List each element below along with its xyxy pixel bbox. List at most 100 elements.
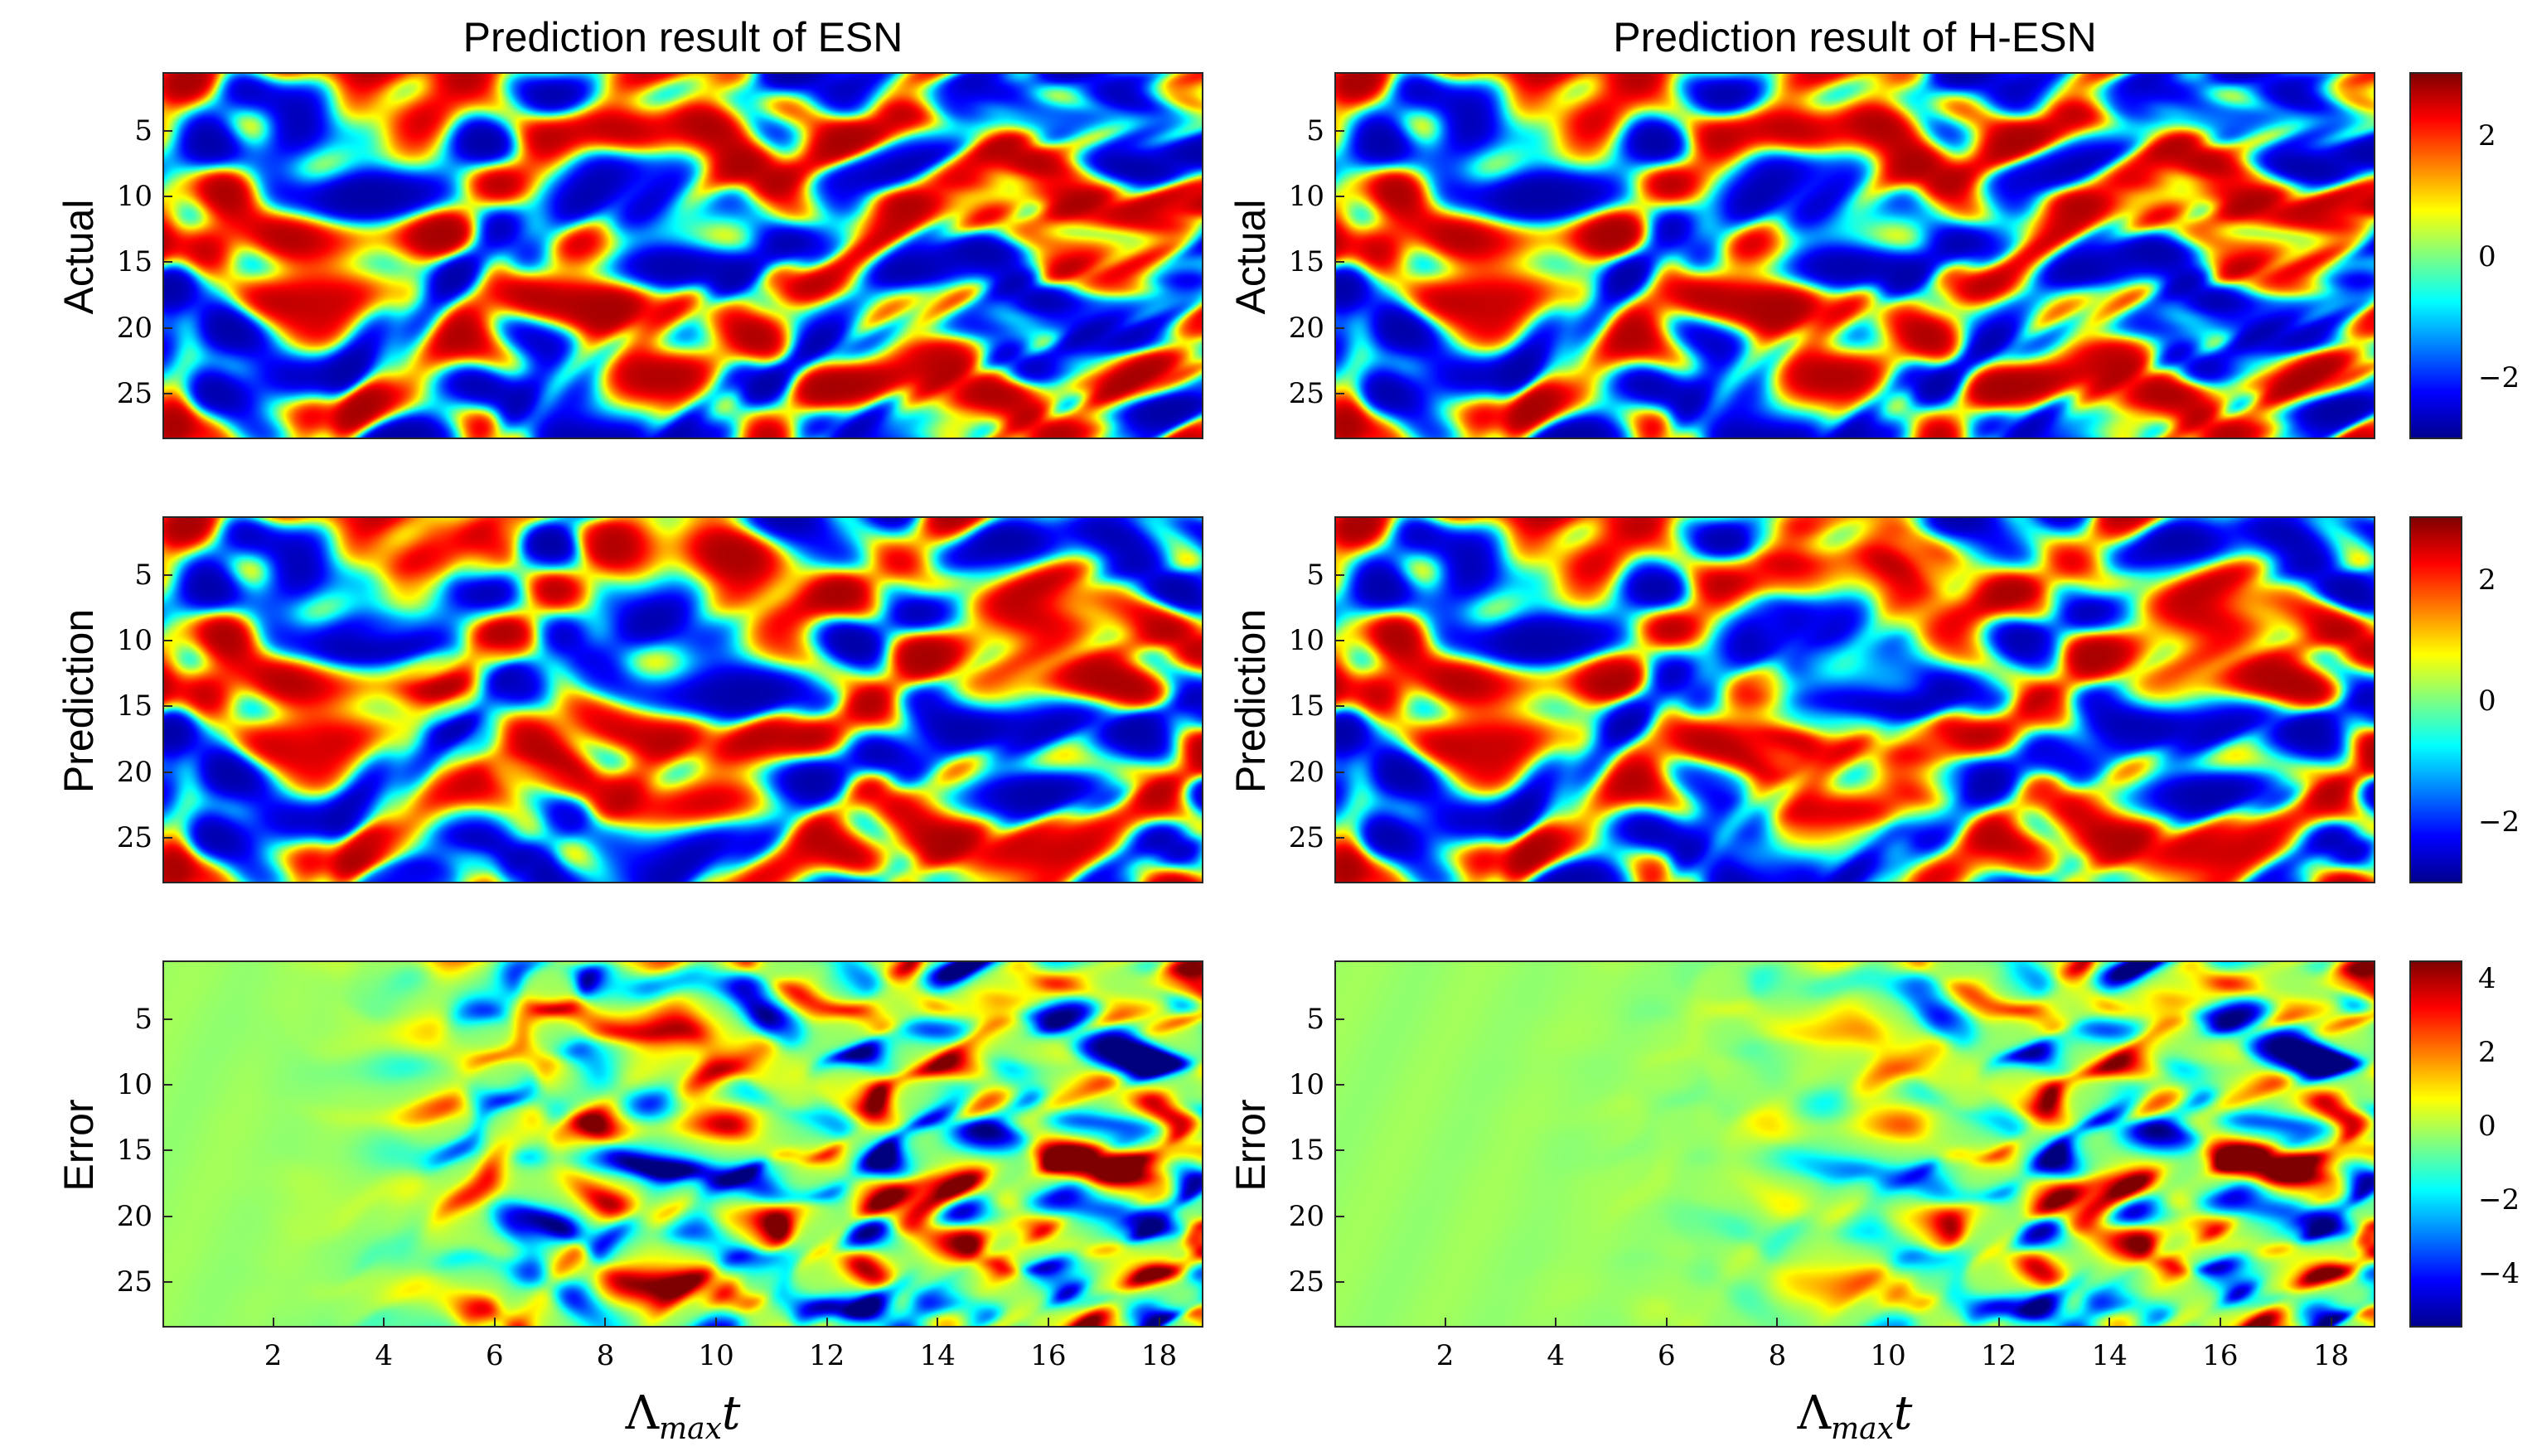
xtick-mark bbox=[1997, 1318, 2000, 1328]
ytick-mark bbox=[162, 392, 172, 394]
xtick-label: 14 bbox=[919, 1339, 956, 1372]
xtick-label: 8 bbox=[596, 1339, 615, 1372]
cbar-error-tick-neg2: −2 bbox=[2478, 1183, 2520, 1217]
ytick-label: 10 bbox=[116, 624, 153, 658]
ytick-label: 25 bbox=[116, 820, 153, 854]
ytick-mark bbox=[1334, 836, 1344, 839]
hesn-error-heatmap bbox=[1334, 960, 2375, 1328]
ytick-mark bbox=[1334, 130, 1344, 133]
ytick-label: 20 bbox=[1288, 311, 1324, 345]
ytick-label: 20 bbox=[116, 311, 153, 345]
ytick-label: 15 bbox=[116, 1134, 153, 1168]
ytick-mark bbox=[162, 705, 172, 708]
hesn-prediction-heatmap bbox=[1334, 516, 2375, 883]
cbar-actual-tick-2: 2 bbox=[2478, 119, 2496, 152]
ytick-mark bbox=[1334, 261, 1344, 264]
ytick-label: 25 bbox=[116, 1265, 153, 1299]
ytick-mark bbox=[162, 836, 172, 839]
ytick-label: 20 bbox=[1288, 755, 1324, 789]
ytick-mark bbox=[162, 1215, 172, 1217]
colorbar-prediction bbox=[2409, 516, 2462, 883]
esn-error-heatmap bbox=[162, 960, 1203, 1328]
ytick-mark bbox=[162, 130, 172, 133]
xtick-mark bbox=[383, 1318, 385, 1328]
cbar-error-tick-neg4: −4 bbox=[2478, 1257, 2520, 1290]
xtick-mark bbox=[1887, 1318, 1890, 1328]
xtick-label: 14 bbox=[2091, 1339, 2128, 1372]
ytick-label: 15 bbox=[116, 689, 153, 723]
ytick-label: 10 bbox=[1288, 180, 1324, 214]
xtick-mark bbox=[1047, 1318, 1049, 1328]
esn-prediction-heatmap bbox=[162, 516, 1203, 883]
xtick-mark bbox=[715, 1318, 718, 1328]
cbar-actual-tick-neg2: −2 bbox=[2478, 361, 2520, 394]
cbar-prediction-tick-neg2: −2 bbox=[2478, 805, 2520, 839]
ytick-mark bbox=[162, 1149, 172, 1152]
xtick-label: 2 bbox=[1435, 1339, 1455, 1372]
xtick-mark bbox=[937, 1318, 939, 1328]
xtick-label: 12 bbox=[809, 1339, 845, 1372]
xlabel-lambda: Λ bbox=[1797, 1386, 1832, 1440]
cbar-prediction-tick-2: 2 bbox=[2478, 564, 2496, 597]
ytick-mark bbox=[1334, 1215, 1344, 1217]
ytick-mark bbox=[162, 261, 172, 264]
ytick-mark bbox=[162, 771, 172, 773]
hesn-title: Prediction result of H-ESN bbox=[1613, 14, 2097, 60]
xtick-mark bbox=[493, 1318, 496, 1328]
ytick-label: 15 bbox=[1288, 1134, 1324, 1168]
ytick-mark bbox=[162, 327, 172, 329]
esn-actual-heatmap bbox=[162, 72, 1203, 439]
ytick-label: 25 bbox=[1288, 376, 1324, 410]
ytick-mark bbox=[1334, 640, 1344, 642]
ytick-label: 5 bbox=[134, 559, 153, 593]
ytick-label: 25 bbox=[1288, 820, 1324, 854]
xtick-mark bbox=[2219, 1318, 2221, 1328]
xtick-label: 4 bbox=[1547, 1339, 1566, 1372]
ytick-label: 20 bbox=[1288, 1199, 1324, 1233]
xtick-mark bbox=[2108, 1318, 2111, 1328]
hesn-xlabel: Λmaxt bbox=[1689, 1387, 2021, 1456]
ytick-mark bbox=[1334, 1280, 1344, 1283]
ytick-mark bbox=[1334, 196, 1344, 198]
cbar-error-tick-2: 2 bbox=[2478, 1036, 2496, 1069]
ytick-label: 25 bbox=[116, 376, 153, 410]
xtick-label: 12 bbox=[1981, 1339, 2017, 1372]
xtick-label: 18 bbox=[2312, 1339, 2350, 1372]
xtick-mark bbox=[1555, 1318, 1557, 1328]
xtick-label: 18 bbox=[1140, 1339, 1178, 1372]
esn-title: Prediction result of ESN bbox=[462, 14, 903, 60]
ytick-mark bbox=[162, 196, 172, 198]
xtick-mark bbox=[1444, 1318, 1446, 1328]
cbar-prediction-tick-0: 0 bbox=[2478, 684, 2496, 718]
xtick-label: 8 bbox=[1768, 1339, 1787, 1372]
ytick-mark bbox=[162, 574, 172, 577]
xtick-label: 6 bbox=[1658, 1339, 1676, 1372]
ytick-label: 20 bbox=[116, 755, 153, 789]
ytick-label: 10 bbox=[116, 1068, 153, 1102]
ytick-label: 5 bbox=[134, 1003, 153, 1037]
ytick-mark bbox=[1334, 771, 1344, 773]
xtick-mark bbox=[2330, 1318, 2332, 1328]
cbar-error-tick-4: 4 bbox=[2478, 962, 2496, 995]
xtick-mark bbox=[1665, 1318, 1668, 1328]
xtick-mark bbox=[1776, 1318, 1779, 1328]
ytick-label: 5 bbox=[1306, 114, 1324, 148]
xlabel-sub: max bbox=[1831, 1412, 1894, 1447]
ytick-mark bbox=[1334, 327, 1344, 329]
xtick-mark bbox=[1158, 1318, 1160, 1328]
xtick-mark bbox=[272, 1318, 274, 1328]
colorbar-actual bbox=[2409, 72, 2462, 439]
ytick-mark bbox=[1334, 1084, 1344, 1086]
xlabel-var: t bbox=[721, 1386, 741, 1440]
ytick-label: 10 bbox=[116, 180, 153, 214]
ytick-label: 15 bbox=[116, 245, 153, 279]
ytick-mark bbox=[162, 1018, 172, 1021]
ytick-label: 5 bbox=[134, 114, 153, 148]
xtick-label: 16 bbox=[1030, 1339, 1067, 1372]
xlabel-var: t bbox=[1893, 1386, 1913, 1440]
hesn-actual-heatmap bbox=[1334, 72, 2375, 439]
ytick-mark bbox=[1334, 705, 1344, 708]
xtick-label: 6 bbox=[486, 1339, 504, 1372]
ytick-mark bbox=[1334, 392, 1344, 394]
xlabel-sub: max bbox=[659, 1412, 722, 1447]
